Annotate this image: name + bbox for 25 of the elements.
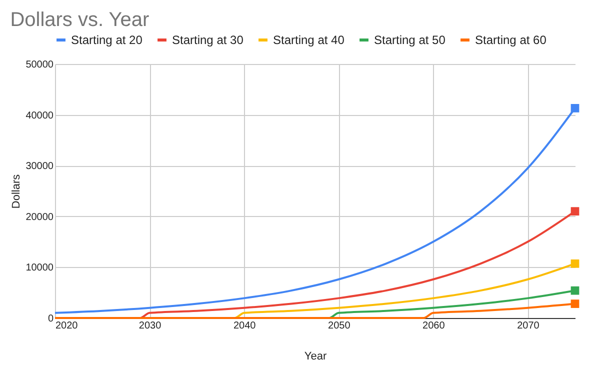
y-tick-label: 40000: [26, 110, 54, 122]
y-tick-label: 20000: [26, 212, 54, 223]
legend-label: Starting at 40: [273, 33, 345, 47]
x-tick-label: 2060: [422, 320, 446, 332]
y-tick-label: 30000: [26, 161, 54, 172]
point: [570, 286, 580, 295]
legend-label: Starting at 60: [475, 33, 547, 47]
point: [570, 207, 580, 216]
y-tick-label: 0: [48, 314, 54, 324]
x-tick-label: 2020: [56, 320, 78, 332]
legend-label: Starting at 50: [374, 33, 446, 47]
x-axis-title: Year: [304, 350, 327, 362]
point: [570, 300, 580, 308]
point: [570, 259, 580, 268]
x-tick-label: 2050: [328, 320, 351, 332]
x-tick-label: 2070: [517, 320, 540, 332]
legend-label: Starting at 20: [71, 33, 143, 47]
y-tick-label: 50000: [26, 60, 54, 70]
x-tick-label: 2030: [138, 320, 162, 332]
y-axis-title: Dollars: [10, 174, 23, 209]
x-tick-label: 2040: [233, 320, 256, 332]
chart-title: Dollars vs. Year: [10, 9, 150, 31]
legend-label: Starting at 30: [172, 33, 244, 47]
y-tick-label: 10000: [26, 262, 54, 274]
point: [570, 104, 580, 112]
